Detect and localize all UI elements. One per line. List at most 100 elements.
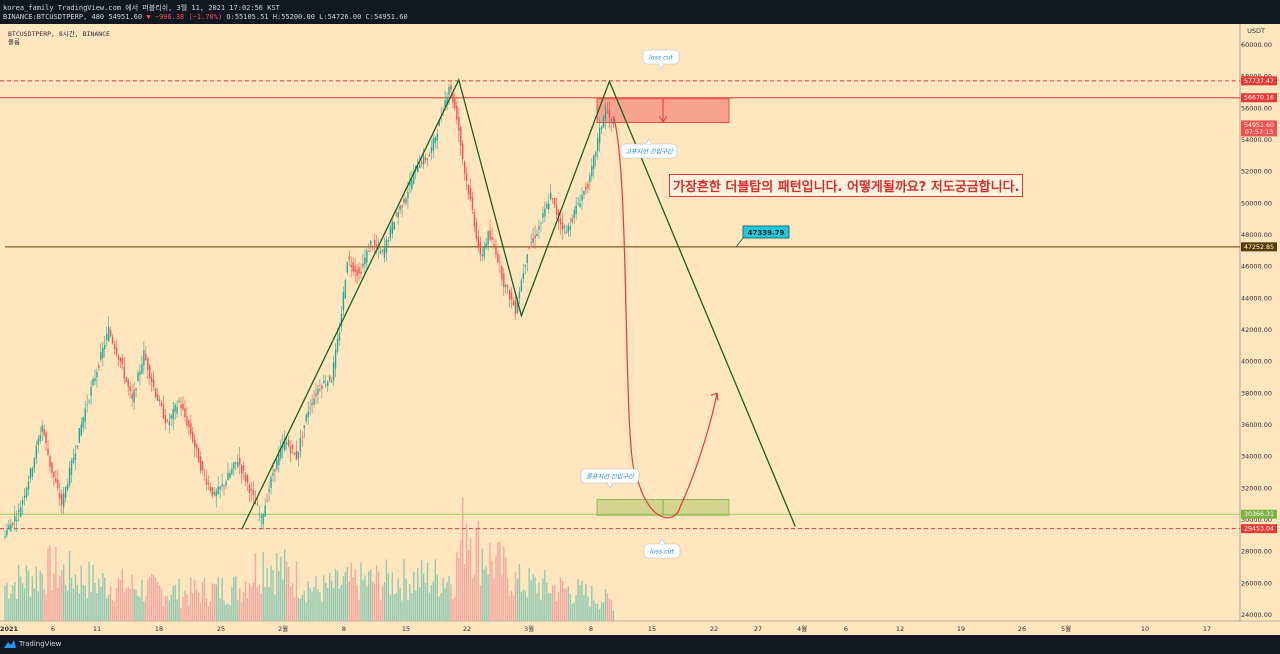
candle-body [462,144,464,159]
candle-body [174,405,176,412]
candle-body [542,213,544,218]
volume-bar [370,569,372,621]
volume-bar [397,578,399,621]
volume-bar [493,578,495,621]
candle-body [561,222,564,230]
candle-body [23,495,26,498]
volume-bar [109,586,112,621]
volume-bar [266,568,268,621]
volume-bar [389,595,392,621]
y-tick-label: 56000.00 [1241,104,1272,112]
volume-bar [444,588,446,621]
candle-body [235,462,237,464]
candle-body [194,439,196,447]
candle-body [358,267,360,274]
volume-bar [520,592,523,621]
volume-bar [278,571,280,621]
volume-bar [577,579,579,621]
candle-body [207,482,210,484]
volume-bar [327,588,329,621]
volume-bar [205,598,208,621]
x-tick-label: 18 [155,625,163,633]
volume-bar [229,605,231,621]
volume-bar [113,602,116,621]
volume-bar [454,597,456,621]
volume-bar [166,595,169,621]
volume-bar [413,571,415,621]
candle-body [434,137,437,144]
candle-body [229,473,231,478]
volume-bar [117,578,120,621]
volume-bar [139,597,141,621]
y-tick-label: 60000.00 [1241,41,1272,49]
volume-bar [235,576,237,621]
volume-bar [186,594,188,621]
volume-bar [59,576,61,621]
volume-bar [254,553,257,621]
candle-body [487,231,489,245]
volume-bar [608,598,611,621]
volume-bar [598,608,601,621]
candle-body [548,203,550,210]
candle-body [493,244,495,247]
candle-body [481,254,483,257]
candle-body [510,292,513,300]
volume-group [4,496,615,621]
volume-bar [221,578,223,621]
candle-body [260,515,262,518]
candle-body [387,240,390,242]
volume-bar [487,574,489,621]
candle-body [485,243,487,247]
volume-bar [354,568,356,621]
price-chart[interactable]: 24000.00 26000.00 28000.00 30000.00 32000.00… [0,24,1280,635]
volume-bar [92,564,94,621]
price-tag-pointer [735,237,744,248]
candle-body [325,384,327,386]
tradingview-brand[interactable]: TradingView [4,640,61,648]
volume-bar [176,599,178,621]
x-tick-label: 2021 [0,625,19,633]
volume-bar [242,592,245,621]
candle-body [88,400,90,402]
volume-bar [147,579,149,621]
volume-bar [192,593,194,621]
chart-area[interactable]: 24000.00 26000.00 28000.00 30000.00 32000.00… [0,24,1280,635]
candle-body [563,225,566,229]
volume-bar [579,584,581,621]
volume-bar [25,565,28,621]
volume-bar [237,600,239,621]
volume-bar [209,601,212,621]
candle-body [246,475,249,483]
candle-body [113,343,116,349]
candle-body [595,151,597,157]
candle-body [68,467,71,486]
volume-bar [39,570,41,621]
candle-body [317,389,319,395]
candle-body [205,478,208,485]
candle-body [215,491,217,497]
volume-bar [37,591,39,621]
x-tick-label: 15 [402,625,410,633]
volume-bar [64,584,67,621]
volume-bar [587,596,589,621]
volume-bar [123,592,126,621]
candle-body [94,378,96,382]
candle-body [350,264,352,268]
volume-bar [17,564,20,621]
volume-bar [129,588,131,621]
candle-body [364,257,366,265]
volume-bar [432,581,435,621]
volume-bar [256,587,259,621]
volume-bar [372,581,374,621]
volume-bar [571,603,573,621]
volume-bar [45,595,47,621]
volume-bar [12,585,14,621]
candle-body [368,251,370,252]
pattern-annotation[interactable]: 가장흔한 더블탑의 패턴입니다. 어떻게될까요? 저도궁금합니다. [669,174,1024,197]
candle-body [158,399,161,402]
volume-bar [164,596,167,621]
volume-bar [602,602,605,621]
candle-body [170,415,172,419]
candle-body [43,428,45,435]
volume-bar [207,605,210,621]
